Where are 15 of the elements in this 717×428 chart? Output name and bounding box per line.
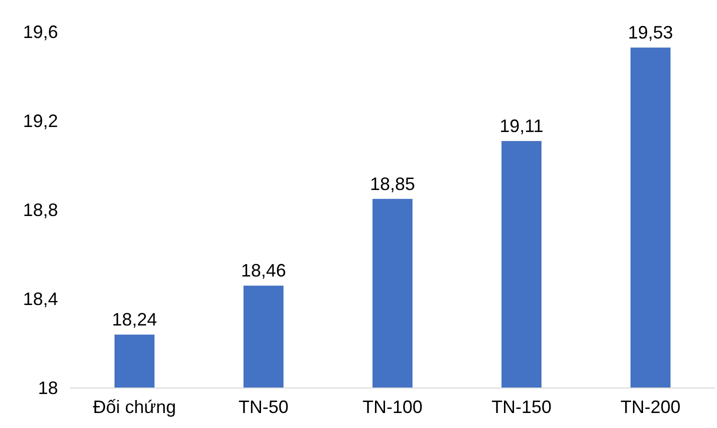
data-label: 18,46: [240, 260, 286, 281]
data-label: 19,11: [500, 116, 544, 136]
x-tick-label: TN-50: [238, 396, 289, 417]
data-label: 18,24: [112, 310, 158, 330]
y-tick-label: 18,8: [22, 200, 58, 220]
y-tick-label: 19,2: [22, 110, 58, 131]
data-label: 18,85: [370, 174, 416, 194]
x-tick-label: TN-150: [491, 396, 552, 417]
y-tick-label: 19,6: [22, 22, 58, 42]
x-tick-label: TN-100: [362, 396, 423, 417]
y-tick-label: 18: [38, 378, 58, 398]
x-tick-label: TN-200: [620, 396, 681, 417]
y-tick-label: 18,4: [22, 288, 58, 309]
data-label: 19,53: [628, 22, 674, 43]
x-tick-label: Đối chứng: [92, 396, 176, 417]
